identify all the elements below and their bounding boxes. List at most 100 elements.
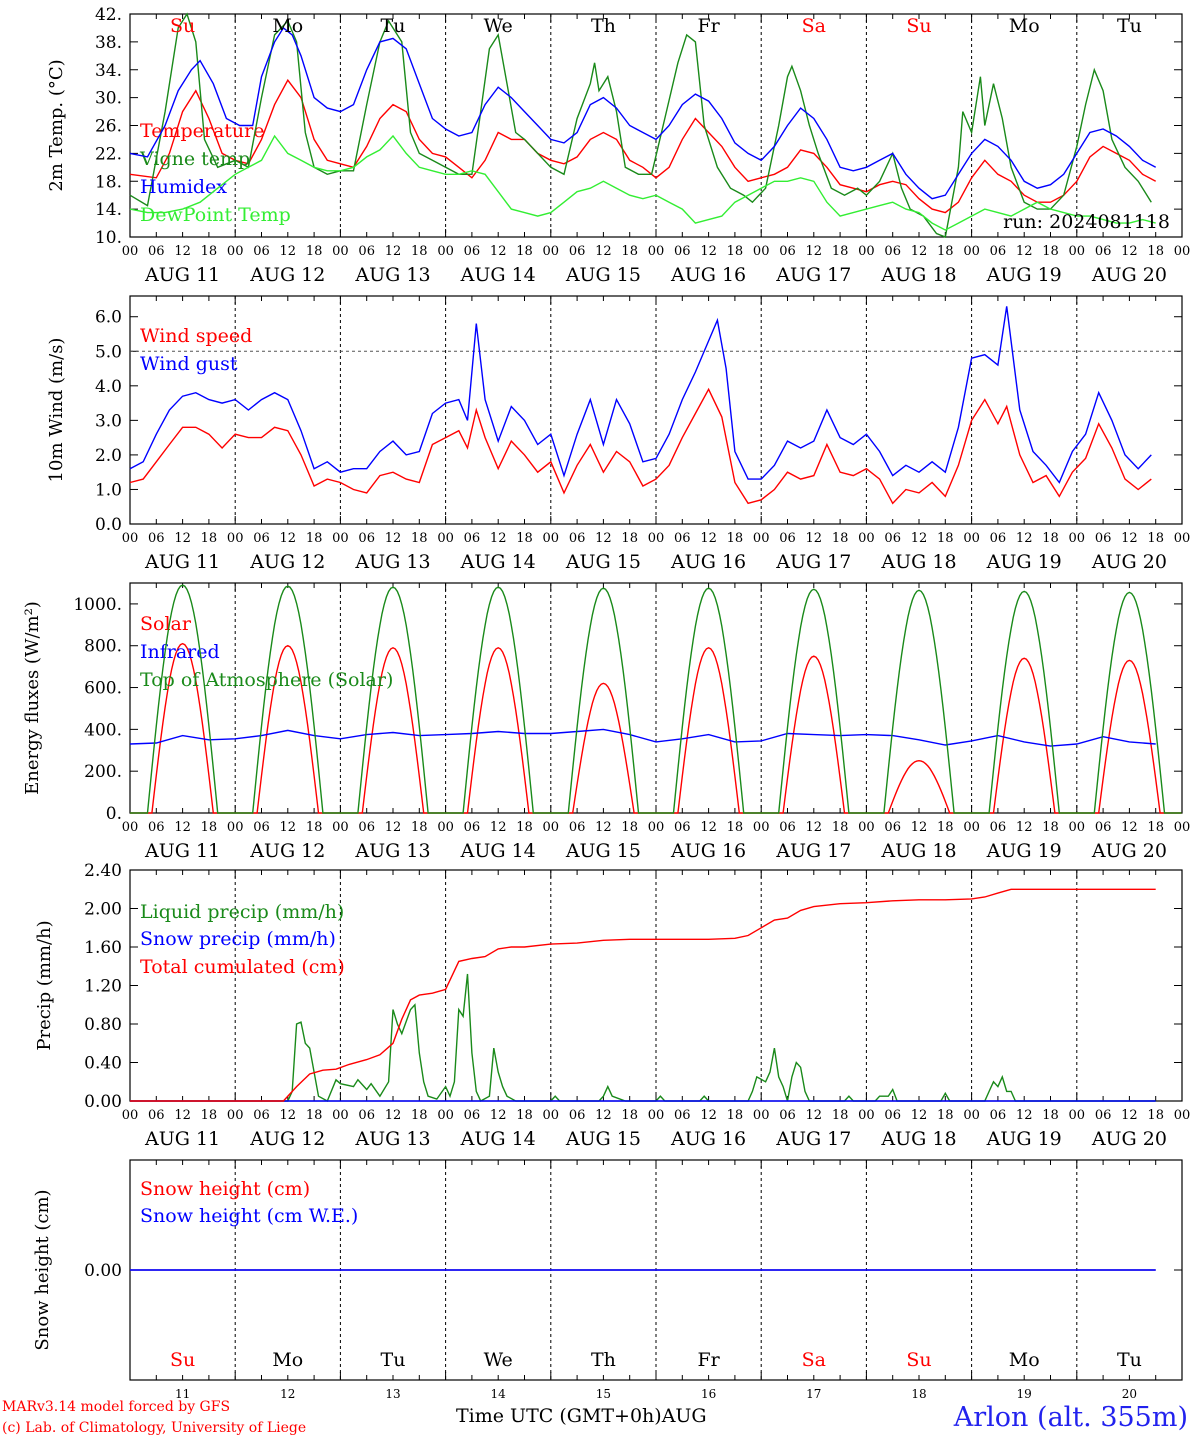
legend-label: Total cumulated (cm) — [140, 956, 345, 978]
hour-tick-label: 12 — [174, 531, 191, 546]
date-label: AUG 17 — [775, 264, 851, 286]
day-name-top: Tu — [381, 15, 406, 37]
hour-tick-label: 18 — [1147, 1108, 1164, 1123]
hour-tick-label: 18 — [727, 820, 744, 835]
date-label: AUG 16 — [670, 840, 746, 862]
legend-label: DewPoint Temp — [140, 204, 291, 226]
hour-tick-label: 18 — [411, 820, 428, 835]
day-number: 14 — [491, 1387, 507, 1401]
hour-tick-label: 06 — [358, 820, 375, 835]
date-label: AUG 18 — [880, 840, 956, 862]
day-name-bottom: Tu — [381, 1349, 406, 1371]
date-label: AUG 19 — [986, 551, 1062, 573]
day-number: 18 — [911, 1387, 926, 1401]
legend-label: Solar — [140, 613, 192, 635]
hour-tick-label: 06 — [464, 820, 481, 835]
hour-tick-label: 12 — [911, 244, 928, 259]
date-label: AUG 15 — [565, 551, 641, 573]
hour-tick-label: 18 — [832, 1108, 849, 1123]
hour-tick-label: 18 — [306, 1108, 323, 1123]
y-tick-label: 800. — [84, 637, 122, 657]
y-tick-label: 5.0 — [95, 342, 122, 362]
hour-tick-label: 06 — [779, 531, 796, 546]
date-label: AUG 18 — [880, 264, 956, 286]
hour-tick-label: 18 — [937, 820, 954, 835]
series-line-dewpoint-temp — [129, 134, 1156, 231]
y-tick-label: 0.00 — [84, 1092, 122, 1112]
hour-tick-label: 12 — [595, 820, 612, 835]
hour-tick-label: 00 — [963, 531, 980, 546]
hour-tick-label: 12 — [174, 244, 191, 259]
hour-tick-label: 06 — [358, 244, 375, 259]
hour-tick-label: 18 — [1147, 244, 1164, 259]
hour-tick-label: 00 — [227, 531, 244, 546]
hour-tick-label: 00 — [648, 531, 665, 546]
hour-tick-label: 18 — [201, 531, 218, 546]
hour-tick-label: 00 — [437, 531, 454, 546]
date-label: AUG 19 — [986, 1128, 1062, 1150]
series-line-total-cumulated-cm- — [130, 888, 1156, 1102]
hour-tick-label: 18 — [937, 531, 954, 546]
day-name-bottom: Sa — [802, 1349, 826, 1371]
hour-tick-label: 00 — [753, 531, 770, 546]
date-label: AUG 17 — [775, 551, 851, 573]
hour-tick-label: 06 — [1095, 531, 1112, 546]
hour-tick-label: 00 — [648, 1108, 665, 1123]
date-label: AUG 12 — [249, 551, 325, 573]
day-name-top: Mo — [272, 15, 303, 37]
hour-tick-label: 18 — [1042, 244, 1059, 259]
y-tick-label: 4.0 — [95, 377, 122, 397]
date-label: AUG 18 — [880, 551, 956, 573]
hour-tick-label: 12 — [280, 531, 297, 546]
hour-tick-label: 06 — [253, 244, 270, 259]
hour-tick-label: 00 — [543, 244, 560, 259]
hour-tick-label: 06 — [148, 531, 165, 546]
hour-tick-label: 00 — [227, 244, 244, 259]
series-line-infrared — [129, 728, 1156, 747]
hour-tick-label: 12 — [1016, 244, 1033, 259]
hour-tick-label: 12 — [280, 820, 297, 835]
hour-tick-label: 06 — [884, 820, 901, 835]
day-name-bottom: Mo — [272, 1349, 303, 1371]
hour-tick-label: 18 — [1147, 820, 1164, 835]
day-name-top: We — [484, 15, 513, 37]
date-label: AUG 20 — [1091, 1128, 1167, 1150]
hour-tick-label: 18 — [621, 531, 638, 546]
legend-label: Snow height (cm W.E.) — [140, 1205, 358, 1227]
y-tick-label: 18. — [95, 172, 122, 192]
hour-tick-label: 00 — [332, 1108, 349, 1123]
hour-tick-label: 12 — [490, 1108, 507, 1123]
hour-tick-label: 00 — [963, 244, 980, 259]
date-label: AUG 14 — [460, 551, 536, 573]
panel-4: 0.00 0.40 0.80 1.20 1.60 2.00 2.40 Precip (mm/h… — [34, 861, 1190, 1150]
hour-tick-label: 18 — [516, 531, 533, 546]
hour-tick-label: 00 — [963, 820, 980, 835]
hour-tick-label: 06 — [569, 244, 586, 259]
date-label: AUG 16 — [670, 551, 746, 573]
hour-tick-label: 12 — [1121, 531, 1138, 546]
date-label: AUG 11 — [144, 551, 220, 573]
hour-tick-label: 12 — [700, 531, 717, 546]
hour-tick-label: 12 — [385, 820, 402, 835]
y-tick-label: 42. — [95, 5, 122, 25]
y-tick-label: 22. — [95, 144, 122, 164]
time-axis-label: Time UTC (GMT+0h)AUG — [456, 1405, 707, 1427]
hour-tick-label: 00 — [332, 244, 349, 259]
hour-tick-label: 00 — [963, 1108, 980, 1123]
date-label: AUG 18 — [880, 1128, 956, 1150]
hour-tick-label: 06 — [674, 244, 691, 259]
run-label: run: 2024081118 — [1003, 211, 1170, 233]
hour-tick-label: 00 — [858, 1108, 875, 1123]
day-number: 15 — [596, 1387, 611, 1401]
y-tick-label: 1000. — [73, 595, 122, 615]
hour-tick-label: 12 — [700, 244, 717, 259]
time-utc-label: Time UTC (GMT+0h) — [456, 1405, 662, 1427]
hour-tick-label: 06 — [358, 1108, 375, 1123]
legend-label: Snow height (cm) — [140, 1178, 310, 1200]
hour-tick-label: 00 — [122, 531, 139, 546]
hour-tick-label: 06 — [1095, 244, 1112, 259]
model-credit: MARv3.14 model forced by GFS — [2, 1399, 231, 1415]
hour-tick-label: 00 — [1069, 820, 1086, 835]
date-label: AUG 12 — [249, 264, 325, 286]
date-label: AUG 20 — [1091, 840, 1167, 862]
